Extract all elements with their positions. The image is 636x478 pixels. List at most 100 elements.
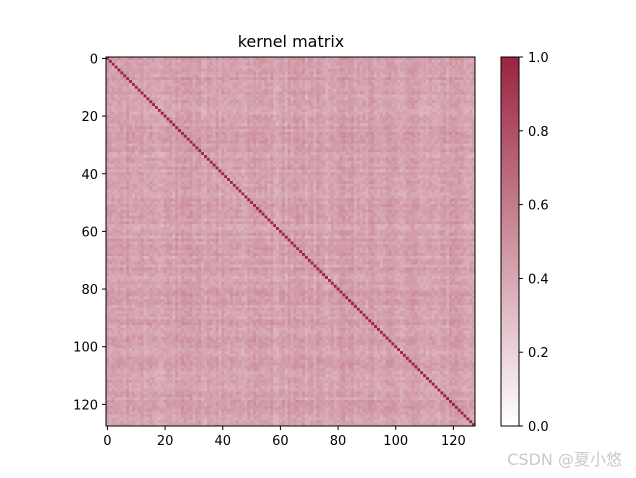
heatmap-cell: [276, 143, 280, 147]
heatmap-cell: [123, 106, 127, 110]
heatmap-cell: [221, 100, 225, 104]
heatmap-cell: [454, 82, 459, 87]
heatmap-cell: [114, 80, 118, 84]
heatmap-cell: [163, 146, 167, 150]
heatmap-cell: [414, 59, 418, 64]
heatmap-cell: [414, 152, 418, 156]
heatmap-cell: [218, 129, 222, 133]
heatmap-cell: [131, 149, 136, 153]
heatmap-cell: [195, 88, 199, 92]
heatmap-cell: [129, 97, 133, 101]
heatmap-cell: [454, 114, 459, 118]
heatmap-cell: [359, 77, 363, 81]
heatmap-cell: [290, 68, 294, 72]
heatmap-cell: [180, 59, 185, 64]
heatmap-cell: [365, 152, 369, 156]
heatmap-cell: [330, 97, 335, 101]
heatmap-cell: [166, 71, 170, 75]
heatmap-cell: [440, 77, 444, 81]
heatmap-cell: [351, 114, 355, 118]
heatmap-cell: [227, 134, 231, 139]
heatmap-cell: [166, 74, 170, 78]
heatmap-cell: [276, 149, 280, 153]
heatmap-cell: [443, 65, 447, 69]
heatmap-cell: [120, 85, 124, 90]
heatmap-cell: [359, 108, 363, 113]
heatmap-cell: [224, 120, 228, 124]
heatmap-cell: [157, 59, 162, 64]
heatmap-cell: [140, 57, 144, 61]
heatmap-cell: [307, 157, 312, 162]
heatmap-cell: [359, 146, 363, 150]
heatmap-cell: [169, 137, 173, 141]
heatmap-cell: [270, 163, 274, 167]
heatmap-cell: [388, 108, 392, 113]
heatmap-cell: [192, 160, 196, 165]
heatmap-cell: [131, 103, 136, 107]
heatmap-cell: [192, 94, 196, 98]
heatmap-cell: [172, 77, 176, 81]
heatmap-cell: [388, 146, 392, 150]
heatmap-cell: [270, 74, 274, 78]
heatmap-cell: [149, 74, 153, 78]
heatmap-cell: [376, 143, 381, 147]
heatmap-cell: [227, 126, 231, 130]
heatmap-cell: [117, 91, 121, 95]
heatmap-cell: [469, 103, 473, 107]
heatmap-cell: [316, 117, 320, 121]
heatmap-cell: [414, 111, 418, 116]
heatmap-cell: [417, 88, 421, 92]
heatmap-cell: [466, 108, 470, 113]
heatmap-cell: [345, 134, 349, 139]
heatmap-cell: [339, 97, 343, 101]
heatmap-cell: [238, 123, 242, 127]
heatmap-cell: [235, 155, 239, 159]
heatmap-cell: [284, 126, 288, 130]
heatmap-cell: [299, 137, 303, 141]
heatmap-cell: [371, 146, 375, 150]
heatmap-cell: [189, 157, 193, 162]
heatmap-cell: [276, 146, 280, 150]
heatmap-cell: [227, 114, 231, 118]
heatmap-cell: [325, 91, 329, 95]
heatmap-cell: [408, 131, 412, 136]
heatmap-cell: [397, 100, 401, 104]
heatmap-cell: [437, 111, 441, 116]
heatmap-cell: [457, 152, 461, 156]
heatmap-cell: [307, 82, 312, 87]
heatmap-cell: [466, 71, 470, 75]
heatmap-cell: [463, 114, 467, 118]
heatmap-cell: [253, 82, 257, 87]
heatmap-cell: [117, 166, 121, 170]
heatmap-cell: [152, 163, 156, 167]
heatmap-cell: [400, 57, 404, 61]
heatmap-cell: [336, 149, 340, 153]
heatmap-cell: [155, 146, 159, 150]
heatmap-cell: [319, 77, 323, 81]
heatmap-cell: [215, 155, 219, 159]
heatmap-cell: [169, 160, 173, 165]
heatmap-cell: [149, 166, 153, 170]
heatmap-cell: [284, 88, 288, 92]
heatmap-cell: [276, 85, 280, 90]
heatmap-cell: [428, 94, 433, 98]
heatmap-cell: [388, 131, 392, 136]
heatmap-cell: [353, 166, 358, 170]
heatmap-cell: [281, 117, 286, 121]
heatmap-cell: [229, 57, 234, 61]
heatmap-cell: [333, 123, 337, 127]
heatmap-cell: [114, 123, 118, 127]
heatmap-cell: [325, 82, 329, 87]
heatmap-cell: [327, 146, 332, 150]
heatmap-cell: [319, 74, 323, 78]
heatmap-cell: [417, 65, 421, 69]
heatmap-cell: [385, 65, 389, 69]
heatmap-cell: [108, 137, 113, 141]
heatmap-cell: [178, 146, 182, 150]
heatmap-cell: [397, 117, 401, 121]
heatmap-cell: [443, 57, 447, 61]
heatmap-cell: [451, 106, 456, 110]
heatmap-cell: [241, 108, 245, 113]
heatmap-cell: [420, 77, 424, 81]
heatmap-cell: [376, 91, 381, 95]
